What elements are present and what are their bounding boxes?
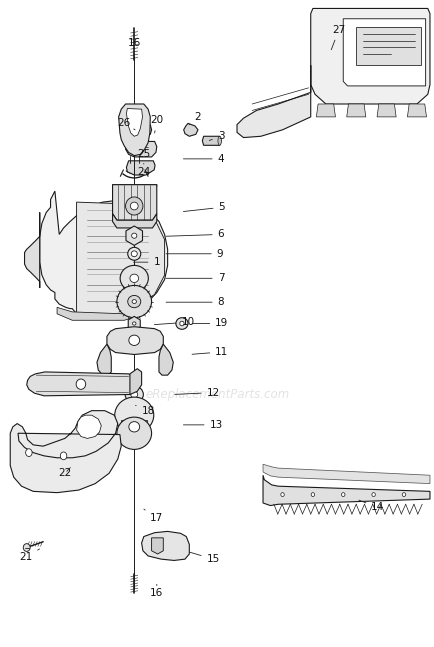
Ellipse shape <box>341 492 344 496</box>
Polygon shape <box>10 411 121 492</box>
Ellipse shape <box>128 247 141 260</box>
Text: 10: 10 <box>154 317 194 327</box>
Ellipse shape <box>130 274 138 283</box>
Polygon shape <box>316 104 335 117</box>
Polygon shape <box>141 531 189 560</box>
Polygon shape <box>126 109 142 137</box>
Polygon shape <box>151 538 163 554</box>
Polygon shape <box>112 184 156 220</box>
Ellipse shape <box>280 492 284 496</box>
Ellipse shape <box>175 318 187 329</box>
Text: 1: 1 <box>133 257 160 267</box>
Text: 25: 25 <box>137 149 150 159</box>
Text: 4: 4 <box>183 154 224 164</box>
Polygon shape <box>107 327 163 355</box>
Polygon shape <box>346 104 365 117</box>
Text: 12: 12 <box>174 388 219 397</box>
Ellipse shape <box>131 391 138 398</box>
Text: 22: 22 <box>58 468 71 478</box>
Polygon shape <box>121 421 147 432</box>
Text: 19: 19 <box>192 318 228 329</box>
Text: 17: 17 <box>144 509 163 523</box>
Ellipse shape <box>179 322 184 325</box>
Ellipse shape <box>128 422 139 432</box>
Text: 7: 7 <box>166 273 224 283</box>
Polygon shape <box>130 369 141 395</box>
Ellipse shape <box>117 417 151 450</box>
Polygon shape <box>39 191 167 318</box>
Ellipse shape <box>125 197 143 215</box>
Ellipse shape <box>310 492 314 496</box>
Text: 14: 14 <box>358 500 384 512</box>
Ellipse shape <box>371 492 375 496</box>
Text: 24: 24 <box>137 164 150 177</box>
Polygon shape <box>126 161 155 175</box>
Polygon shape <box>376 104 395 117</box>
Polygon shape <box>97 344 111 375</box>
Text: 21: 21 <box>19 549 39 562</box>
Polygon shape <box>26 372 135 396</box>
Ellipse shape <box>125 386 143 403</box>
Ellipse shape <box>26 449 32 457</box>
Ellipse shape <box>130 202 138 210</box>
Ellipse shape <box>23 543 30 551</box>
Ellipse shape <box>128 296 141 308</box>
Text: 18: 18 <box>135 405 155 415</box>
Ellipse shape <box>401 492 405 496</box>
Polygon shape <box>310 8 429 104</box>
Ellipse shape <box>128 335 139 345</box>
Text: 27: 27 <box>330 25 345 50</box>
Text: 6: 6 <box>166 230 224 239</box>
Ellipse shape <box>60 452 67 460</box>
Polygon shape <box>128 316 140 331</box>
Polygon shape <box>112 214 156 228</box>
Ellipse shape <box>120 265 148 291</box>
Ellipse shape <box>117 285 151 318</box>
Text: 8: 8 <box>166 297 224 307</box>
Text: 2: 2 <box>189 112 201 125</box>
Text: 26: 26 <box>117 118 135 130</box>
Polygon shape <box>127 125 151 135</box>
Text: 13: 13 <box>183 420 222 430</box>
Text: 15: 15 <box>189 552 219 564</box>
Ellipse shape <box>76 379 85 389</box>
Ellipse shape <box>131 251 137 257</box>
Text: eReplacementParts.com: eReplacementParts.com <box>145 388 289 401</box>
Text: 16: 16 <box>127 38 141 56</box>
Polygon shape <box>355 27 420 65</box>
Polygon shape <box>237 65 310 138</box>
Text: 5: 5 <box>183 203 225 212</box>
Text: 11: 11 <box>192 347 228 357</box>
Polygon shape <box>158 344 173 375</box>
Polygon shape <box>130 290 138 301</box>
Polygon shape <box>342 19 424 86</box>
Text: 9: 9 <box>166 249 223 259</box>
Polygon shape <box>76 415 101 439</box>
Polygon shape <box>112 184 156 197</box>
Polygon shape <box>263 465 429 483</box>
Ellipse shape <box>132 233 137 238</box>
Polygon shape <box>76 202 164 317</box>
Polygon shape <box>24 212 39 288</box>
Text: 16: 16 <box>150 584 163 598</box>
Ellipse shape <box>132 322 136 325</box>
Ellipse shape <box>217 137 221 146</box>
Polygon shape <box>118 104 150 156</box>
Text: 20: 20 <box>150 115 163 133</box>
Polygon shape <box>263 475 429 505</box>
Polygon shape <box>126 226 142 245</box>
Polygon shape <box>407 104 425 117</box>
Ellipse shape <box>61 467 69 474</box>
Polygon shape <box>57 307 135 320</box>
Ellipse shape <box>115 397 153 433</box>
Polygon shape <box>125 142 156 157</box>
Ellipse shape <box>132 300 136 303</box>
Polygon shape <box>183 124 197 137</box>
Polygon shape <box>202 137 220 146</box>
Text: 3: 3 <box>209 131 224 141</box>
